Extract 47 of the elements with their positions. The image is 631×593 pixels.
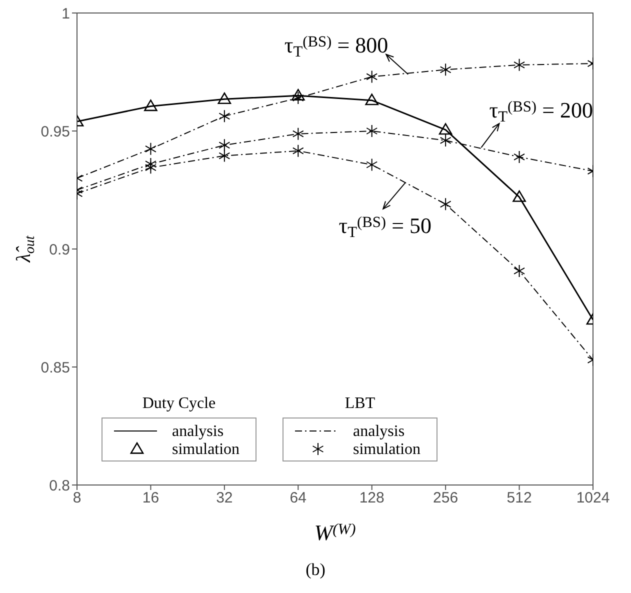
y-tick-label: 0.95 — [40, 123, 70, 140]
point — [292, 127, 304, 140]
annotation: LBT — [344, 395, 376, 412]
point — [218, 138, 230, 152]
point — [144, 161, 156, 174]
annotation: Duty Cycle — [142, 395, 216, 412]
x-tick-label: 256 — [433, 490, 458, 507]
point — [366, 158, 378, 172]
x-tick-label: 64 — [290, 490, 306, 507]
point — [366, 124, 378, 138]
x-tick-label: 1024 — [576, 490, 610, 507]
y-tick-label: 0.9 — [49, 241, 70, 258]
point — [440, 198, 452, 211]
point — [366, 70, 378, 84]
point — [440, 63, 452, 76]
point — [218, 149, 230, 162]
y-tick-label: 1 — [62, 5, 70, 22]
x-tick-label: 512 — [506, 490, 532, 507]
legend-label: simulation — [353, 441, 421, 458]
point — [218, 110, 230, 123]
x-tick-label: 16 — [142, 490, 160, 507]
x-tick-label: 128 — [359, 490, 384, 507]
point — [365, 94, 379, 106]
point — [292, 91, 304, 104]
x-tick-label: 8 — [72, 490, 82, 507]
point — [438, 123, 452, 135]
text: (b) — [306, 560, 326, 579]
y-tick-label: 0.8 — [49, 477, 70, 494]
point — [144, 142, 156, 156]
point — [514, 58, 526, 72]
x-tick-label: 32 — [216, 490, 233, 507]
point — [440, 134, 452, 147]
point — [512, 190, 526, 202]
point — [514, 264, 526, 278]
legend-label: analysis — [353, 423, 405, 440]
point — [144, 100, 158, 112]
legend-label: simulation — [172, 441, 240, 458]
point — [292, 144, 304, 158]
point — [291, 88, 305, 100]
point — [218, 92, 232, 104]
x-axis-title: W$^{(W)}$ — [314, 520, 356, 545]
y-tick-label: 0.85 — [40, 359, 70, 376]
legend-label: analysis — [172, 423, 224, 440]
annotation: τ$_{T}$$^{(BS)}$ = 200 — [489, 98, 593, 126]
point — [514, 150, 526, 164]
annotation: τ$_{T}$$^{(BS)}$ = 800 — [284, 32, 388, 60]
annotation: τ$_{T}$$^{(BS)}$ = 50 — [338, 212, 432, 241]
